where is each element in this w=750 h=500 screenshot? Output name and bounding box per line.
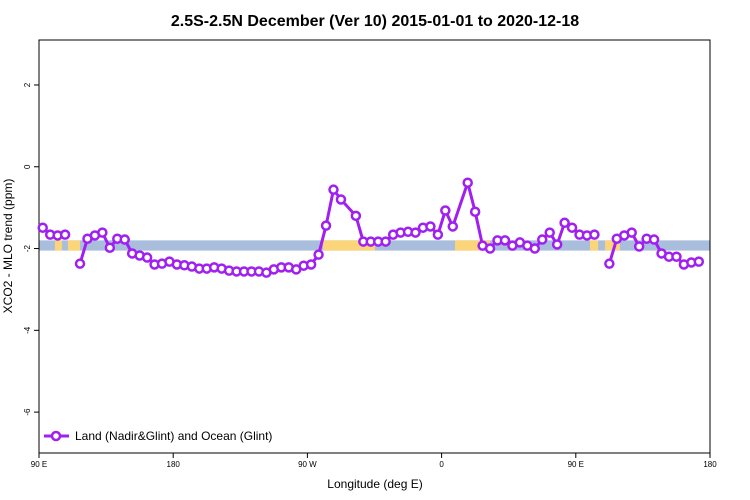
data-point [589, 229, 600, 240]
x-tick-label: 0 [439, 460, 444, 469]
land-band [323, 240, 375, 251]
data-point [305, 259, 317, 270]
data-point [313, 249, 324, 260]
data-point [462, 177, 473, 188]
data-point [119, 234, 130, 245]
data-point [537, 234, 548, 245]
x-axis-label: Longitude (deg E) [327, 477, 422, 491]
x-tick-label: 90 E [31, 460, 47, 469]
x-tick-label: 180 [703, 460, 717, 469]
legend-label: Land (Nadir&Glint) and Ocean (Glint) [75, 429, 272, 443]
data-point [499, 235, 511, 246]
data-point [141, 252, 153, 263]
land-band [589, 240, 599, 251]
y-tick-label: 0 [23, 164, 32, 169]
data-point [37, 222, 48, 233]
data-point [633, 241, 645, 252]
data-point [544, 227, 555, 238]
data-point [59, 229, 71, 240]
data-point [410, 227, 421, 238]
data-point [440, 205, 451, 216]
data-point [74, 258, 86, 269]
data-point [566, 222, 578, 233]
x-tick-label: 90 W [298, 460, 317, 469]
data-point [425, 221, 436, 232]
data-point [626, 227, 637, 238]
data-point [320, 220, 332, 231]
data-point [693, 256, 705, 267]
y-tick-label: -6 [23, 408, 32, 416]
y-axis-label: XCO2 - MLO trend (ppm) [1, 179, 15, 314]
data-point [350, 210, 362, 222]
data-point [604, 258, 615, 269]
data-point [380, 236, 391, 247]
y-tick-label: -2 [23, 244, 32, 252]
data-point [469, 206, 481, 217]
data-point [432, 229, 444, 240]
data-point [559, 217, 570, 229]
x-tick-label: 180 [167, 460, 181, 469]
land-band [54, 240, 62, 251]
x-tick-label: 90 E [568, 460, 584, 469]
y-tick-label: 2 [23, 82, 32, 87]
data-point [97, 227, 108, 238]
y-tick-label: -4 [23, 326, 32, 334]
plot-frame [38, 39, 711, 454]
data-point [328, 184, 339, 195]
data-point [529, 243, 541, 254]
data-point [671, 251, 682, 262]
data-point [335, 194, 347, 205]
data-point [104, 242, 116, 253]
data-point [484, 243, 496, 254]
data-point [447, 221, 459, 232]
data-point [648, 234, 660, 245]
chart-title: 2.5S-2.5N December (Ver 10) 2015-01-01 t… [171, 13, 579, 30]
legend-marker [50, 430, 62, 442]
land-band [605, 240, 620, 251]
data-point [551, 239, 563, 250]
land-band [455, 240, 491, 251]
land-band [67, 240, 81, 251]
